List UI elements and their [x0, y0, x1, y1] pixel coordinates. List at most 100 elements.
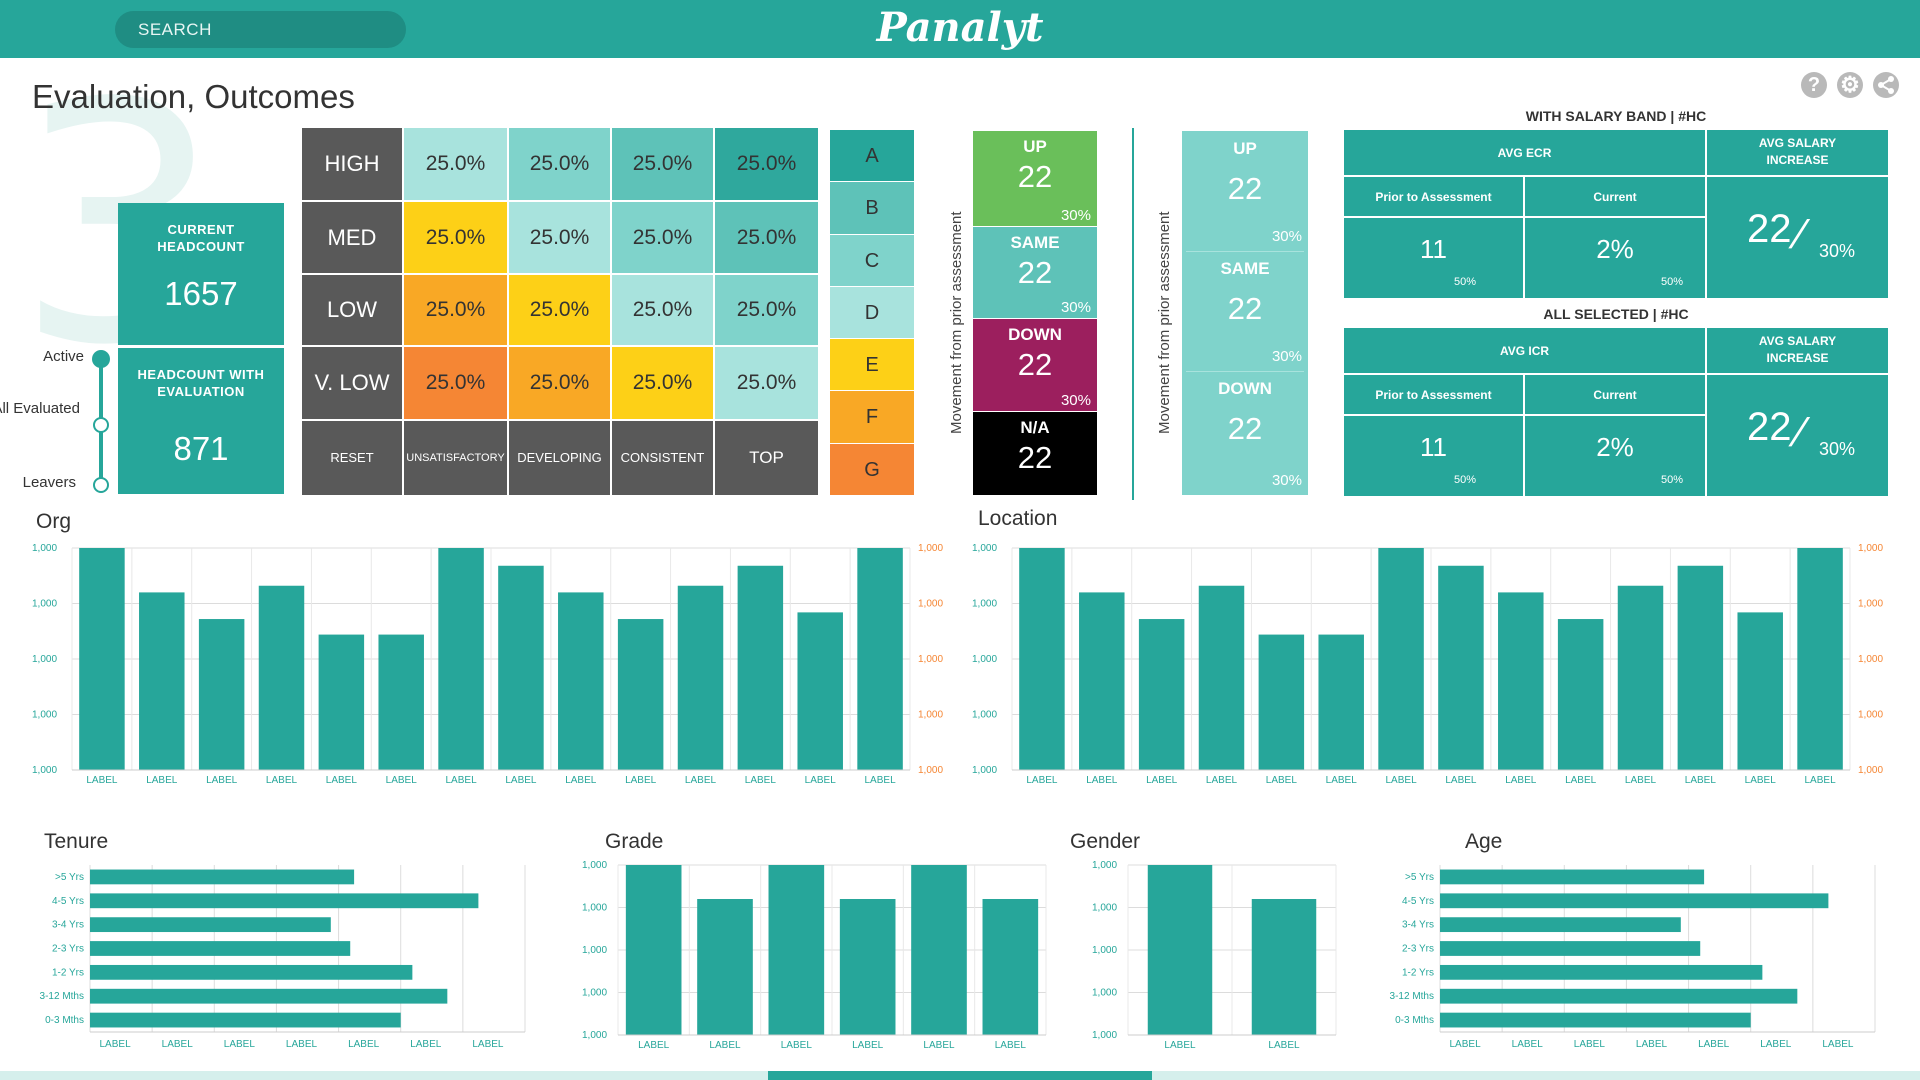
bar[interactable]: [1677, 565, 1724, 770]
bar[interactable]: [1440, 1012, 1751, 1028]
grade-c[interactable]: C: [830, 234, 914, 286]
grade-e[interactable]: E: [830, 339, 914, 391]
bar[interactable]: [1557, 619, 1604, 770]
bar[interactable]: [1251, 899, 1317, 1035]
bar[interactable]: [1258, 634, 1305, 770]
page-scroll-thumb[interactable]: [768, 1071, 1152, 1080]
status-option-all-evaluated-dot[interactable]: [93, 417, 109, 433]
grade-b[interactable]: B: [830, 182, 914, 234]
status-option-active[interactable]: Active: [43, 348, 84, 365]
bar[interactable]: [768, 865, 825, 1035]
bar[interactable]: [1440, 988, 1798, 1004]
bar[interactable]: [198, 619, 245, 770]
matrix-cell[interactable]: 25.0%: [509, 128, 610, 200]
bar[interactable]: [1438, 565, 1484, 770]
bar[interactable]: [1617, 585, 1664, 770]
movement-same[interactable]: SAME 22 30%: [973, 227, 1097, 318]
bar[interactable]: [697, 899, 753, 1035]
movement-right-same[interactable]: SAME 22 30%: [1182, 251, 1308, 371]
bar[interactable]: [797, 612, 843, 770]
bar[interactable]: [1198, 585, 1245, 770]
matrix-row-med[interactable]: MED: [302, 202, 402, 273]
grade-d[interactable]: D: [830, 286, 914, 339]
bar[interactable]: [90, 869, 355, 885]
matrix-cell[interactable]: 25.0%: [404, 275, 507, 345]
bar[interactable]: [1378, 548, 1424, 770]
bar[interactable]: [677, 585, 724, 770]
bar[interactable]: [90, 941, 351, 956]
bar[interactable]: [79, 548, 125, 770]
bar[interactable]: [1498, 592, 1544, 770]
current-headcount-card[interactable]: CURRENT HEADCOUNT 1657: [118, 203, 284, 345]
bar[interactable]: [1440, 869, 1705, 885]
bar[interactable]: [90, 893, 479, 909]
grade-a[interactable]: A: [830, 130, 914, 182]
movement-right-down[interactable]: DOWN 22 30%: [1182, 371, 1308, 495]
bar[interactable]: [857, 548, 903, 770]
bar[interactable]: [1440, 941, 1701, 956]
bar[interactable]: [90, 988, 448, 1004]
matrix-reset-button[interactable]: RESET: [302, 421, 402, 495]
status-option-all-evaluated[interactable]: All Evaluated: [0, 400, 80, 417]
matrix-cell[interactable]: 25.0%: [509, 202, 610, 273]
bar[interactable]: [982, 899, 1039, 1035]
matrix-row-low[interactable]: LOW: [302, 275, 402, 345]
bar[interactable]: [911, 865, 967, 1035]
increase-value-cell[interactable]: 22/30%: [1707, 177, 1888, 298]
bar[interactable]: [1737, 612, 1783, 770]
bar[interactable]: [438, 548, 484, 770]
current-value-cell[interactable]: 2% 50%: [1525, 416, 1705, 496]
current-value-cell[interactable]: 2% 50%: [1525, 218, 1705, 298]
help-icon[interactable]: ?: [1801, 72, 1827, 98]
bar[interactable]: [1138, 619, 1185, 770]
bar[interactable]: [625, 865, 682, 1035]
matrix-cell[interactable]: 25.0%: [612, 347, 713, 419]
headcount-with-evaluation-card[interactable]: HEADCOUNT WITH EVALUATION 871: [118, 348, 284, 494]
bar[interactable]: [558, 592, 604, 770]
bar[interactable]: [1147, 865, 1213, 1035]
bar[interactable]: [1797, 548, 1843, 770]
matrix-cell[interactable]: 25.0%: [404, 128, 507, 200]
prior-value-cell[interactable]: 11 50%: [1344, 218, 1523, 298]
bar[interactable]: [1440, 893, 1829, 909]
bar[interactable]: [378, 634, 424, 770]
increase-value-cell[interactable]: 22/30%: [1707, 375, 1888, 496]
share-icon[interactable]: [1873, 72, 1899, 98]
matrix-cell[interactable]: 25.0%: [404, 202, 507, 273]
gear-icon[interactable]: ⚙: [1837, 72, 1863, 98]
bar[interactable]: [318, 634, 365, 770]
grade-f[interactable]: F: [830, 391, 914, 443]
matrix-cell[interactable]: 25.0%: [715, 347, 818, 419]
matrix-cell[interactable]: 25.0%: [612, 202, 713, 273]
bar[interactable]: [737, 565, 784, 770]
logo[interactable]: Panalyt: [876, 4, 1044, 51]
status-slider-handle[interactable]: [92, 350, 110, 368]
bar[interactable]: [258, 585, 305, 770]
matrix-col-unsatisfactory[interactable]: UNSATISFACTORY: [404, 421, 507, 495]
movement-down[interactable]: DOWN 22 30%: [973, 319, 1097, 411]
matrix-col-developing[interactable]: DEVELOPING: [509, 421, 610, 495]
matrix-col-top[interactable]: TOP: [715, 421, 818, 495]
matrix-row-high[interactable]: HIGH: [302, 128, 402, 200]
bar[interactable]: [1440, 917, 1681, 933]
bar[interactable]: [139, 592, 185, 770]
bar[interactable]: [617, 619, 664, 770]
matrix-row-vlow[interactable]: V. LOW: [302, 347, 402, 419]
bar[interactable]: [90, 1012, 401, 1028]
movement-right-up[interactable]: UP 22 30%: [1182, 131, 1308, 251]
matrix-cell[interactable]: 25.0%: [612, 275, 713, 345]
matrix-cell[interactable]: 25.0%: [509, 347, 610, 419]
bar[interactable]: [1318, 634, 1364, 770]
matrix-col-consistent[interactable]: CONSISTENT: [612, 421, 713, 495]
matrix-cell[interactable]: 25.0%: [404, 347, 507, 419]
bar[interactable]: [90, 964, 413, 980]
bar[interactable]: [839, 899, 896, 1035]
status-option-leavers-dot[interactable]: [93, 477, 109, 493]
status-option-leavers[interactable]: Leavers: [22, 474, 76, 491]
matrix-cell[interactable]: 25.0%: [715, 275, 818, 345]
matrix-cell[interactable]: 25.0%: [715, 202, 818, 273]
matrix-cell[interactable]: 25.0%: [509, 275, 610, 345]
movement-na[interactable]: N/A 22: [973, 412, 1097, 495]
grade-g[interactable]: G: [830, 443, 914, 495]
search-input[interactable]: SEARCH: [115, 11, 406, 48]
